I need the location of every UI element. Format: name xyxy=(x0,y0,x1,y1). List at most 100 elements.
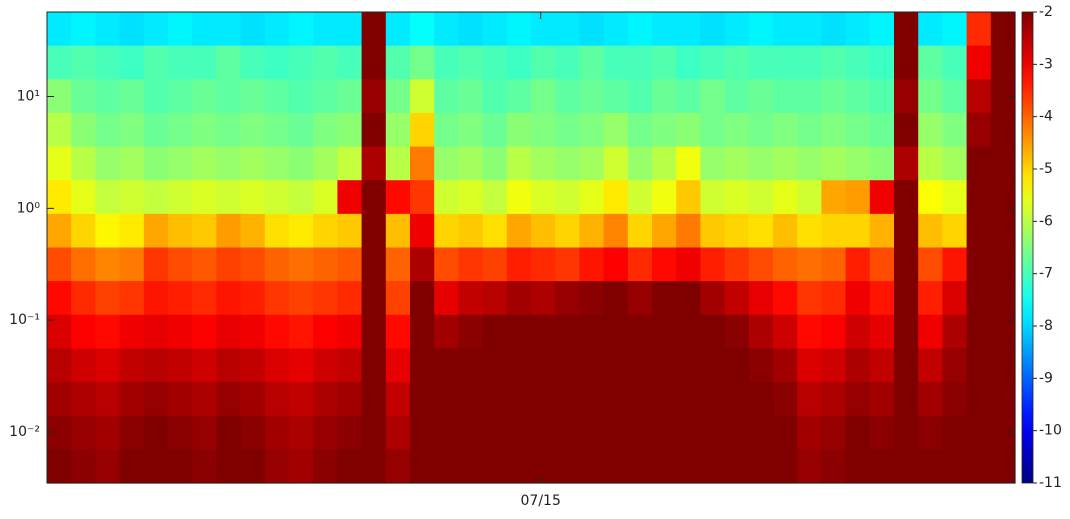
heatmap-cell xyxy=(289,449,314,484)
heatmap-cell xyxy=(603,112,629,148)
heatmap-cell xyxy=(676,314,701,350)
heatmap-cell xyxy=(724,449,750,484)
heatmap-cell xyxy=(71,146,96,181)
heatmap-cell xyxy=(192,45,217,80)
heatmap-cell xyxy=(773,382,798,417)
heatmap-cell xyxy=(337,45,363,80)
heatmap-cell xyxy=(990,382,1016,417)
heatmap-cell xyxy=(627,449,653,484)
heatmap-cell xyxy=(700,213,726,249)
heatmap-cell xyxy=(264,79,290,114)
heatmap-cell xyxy=(990,180,1016,215)
heatmap-cell xyxy=(47,45,72,80)
heatmap-cell xyxy=(240,382,266,417)
heatmap-cell xyxy=(966,112,992,148)
heatmap-cell xyxy=(482,12,508,47)
y-tick-label: 10⁻² xyxy=(9,424,40,440)
heatmap-cell xyxy=(143,382,169,417)
heatmap-cell xyxy=(47,112,72,148)
heatmap-cell xyxy=(966,415,992,450)
heatmap-cell xyxy=(361,146,387,181)
heatmap-cell xyxy=(748,12,774,47)
heatmap-cell xyxy=(71,314,96,350)
heatmap-cell xyxy=(869,146,895,181)
heatmap-cell xyxy=(289,382,314,417)
heatmap-cell xyxy=(47,415,72,450)
heatmap-cell xyxy=(990,45,1016,80)
heatmap-cell xyxy=(240,281,266,316)
heatmap-cell xyxy=(603,213,629,249)
heatmap-cell xyxy=(95,146,121,181)
heatmap-cell xyxy=(918,180,943,215)
colorbar-tick-label: -11 xyxy=(1039,475,1062,491)
heatmap-cell xyxy=(216,146,242,181)
heatmap-cell xyxy=(531,45,556,80)
heatmap-cell xyxy=(942,12,968,47)
heatmap-cell xyxy=(71,348,96,383)
heatmap-cell xyxy=(990,146,1016,181)
heatmap-cell xyxy=(385,281,411,316)
heatmap-cell xyxy=(482,112,508,148)
heatmap-cell xyxy=(143,146,169,181)
heatmap-cell xyxy=(990,348,1016,383)
heatmap-cell xyxy=(240,146,266,181)
heatmap-cell xyxy=(95,45,121,80)
heatmap-cell xyxy=(990,247,1016,282)
heatmap-cell xyxy=(458,415,484,450)
heatmap-cell xyxy=(47,247,72,282)
heatmap-cell xyxy=(313,112,338,148)
heatmap-cell xyxy=(579,348,605,383)
heatmap-cell xyxy=(700,79,726,114)
heatmap-cell xyxy=(748,281,774,316)
heatmap-cell xyxy=(555,247,580,282)
heatmap-cell xyxy=(531,12,556,47)
heatmap-cell xyxy=(724,281,750,316)
heatmap-cell xyxy=(410,281,435,316)
heatmap-cell xyxy=(579,314,605,350)
heatmap-cell xyxy=(337,247,363,282)
heatmap-cell xyxy=(894,415,919,450)
heatmap-cell xyxy=(168,112,193,148)
heatmap-cell xyxy=(482,213,508,249)
heatmap-cell xyxy=(410,314,435,350)
heatmap-cell xyxy=(143,314,169,350)
heatmap-cell xyxy=(821,281,847,316)
heatmap-cell xyxy=(71,415,96,450)
heatmap-cell xyxy=(579,79,605,114)
heatmap-cell xyxy=(289,314,314,350)
heatmap-cell xyxy=(773,112,798,148)
heatmap-cell xyxy=(192,281,217,316)
heatmap-cell xyxy=(240,247,266,282)
heatmap-cell xyxy=(579,247,605,282)
heatmap-cell xyxy=(410,382,435,417)
heatmap-cell xyxy=(676,415,701,450)
heatmap-cell xyxy=(531,79,556,114)
heatmap-cell xyxy=(555,415,580,450)
heatmap-cell xyxy=(894,180,919,215)
heatmap-cell xyxy=(748,213,774,249)
heatmap-cell xyxy=(482,449,508,484)
heatmap-cell xyxy=(845,112,871,148)
heatmap-cell xyxy=(555,213,580,249)
heatmap-cell xyxy=(71,213,96,249)
heatmap-cell xyxy=(361,415,387,450)
heatmap-cell xyxy=(821,449,847,484)
heatmap-cell xyxy=(313,314,338,350)
heatmap-cell xyxy=(797,180,822,215)
heatmap-cell xyxy=(95,382,121,417)
heatmap-cell xyxy=(579,449,605,484)
heatmap-cell xyxy=(264,314,290,350)
heatmap-cell xyxy=(119,146,145,181)
heatmap-cell xyxy=(579,12,605,47)
colorbar-tick-label: -3 xyxy=(1039,56,1053,72)
heatmap-cell xyxy=(966,180,992,215)
heatmap-cell xyxy=(797,79,822,114)
heatmap-cell xyxy=(797,12,822,47)
heatmap-cell xyxy=(652,12,677,47)
heatmap-cell xyxy=(216,415,242,450)
heatmap-cell xyxy=(337,79,363,114)
heatmap-cell xyxy=(797,314,822,350)
heatmap-cell xyxy=(313,415,338,450)
heatmap-cell xyxy=(603,146,629,181)
heatmap-cell xyxy=(192,146,217,181)
